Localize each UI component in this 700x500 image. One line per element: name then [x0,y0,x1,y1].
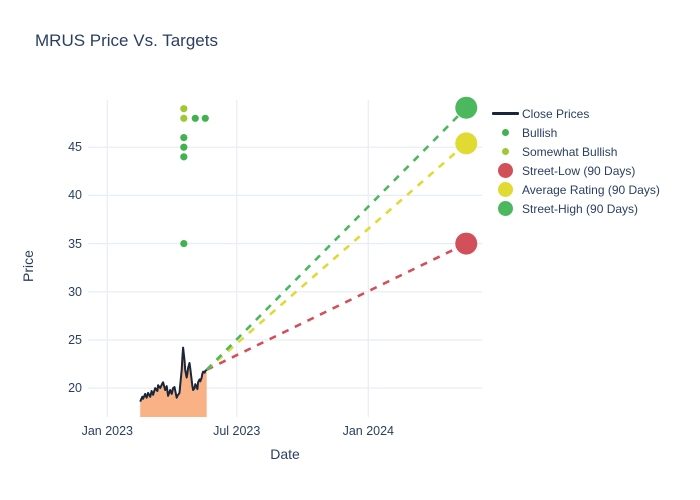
x-tick-1: Jul 2023 [213,424,261,438]
projection-line-street_high [205,106,468,371]
chart-title: MRUS Price Vs. Targets [35,31,218,50]
close-price-line [139,346,208,403]
legend-item-street-high[interactable]: Street-High (90 Days) [488,199,693,218]
y-tick-45: 45 [68,140,82,155]
somewhat_bullish-rating-dot[interactable] [180,105,188,113]
y-tick-40: 40 [68,188,82,203]
y-axis-title: Price [20,250,36,282]
legend-item-bullish[interactable]: Bullish [488,123,693,142]
y-tick-35: 35 [68,236,82,251]
close-prices-line-swatch [488,112,522,115]
bullish-rating-dot[interactable] [180,153,188,161]
legend-label: Street-High (90 Days) [522,201,639,216]
street-low-dot-icon [488,163,522,178]
average-rating-dot-icon [488,182,522,197]
x-tick-2: Jan 2024 [342,424,395,438]
somewhat_bullish-rating-dot[interactable] [180,114,188,122]
x-tick-0: Jan 2023 [81,424,134,438]
legend: Close Prices Bullish Somewhat Bullish St… [488,104,693,218]
legend-item-average-rating[interactable]: Average Rating (90 Days) [488,180,693,199]
target-marker-street_low[interactable] [455,232,478,255]
legend-item-close-prices[interactable]: Close Prices [488,104,693,123]
bullish-dot-icon [488,129,522,136]
bullish-rating-dot[interactable] [191,114,199,122]
bullish-rating-dot[interactable] [180,143,188,151]
legend-item-street-low[interactable]: Street-Low (90 Days) [488,161,693,180]
close-price-area [140,347,207,417]
bullish-rating-dot[interactable] [201,114,209,122]
bullish-rating-dot[interactable] [180,133,188,142]
bullish-rating-dot[interactable] [180,239,188,248]
legend-label: Street-Low (90 Days) [522,163,636,178]
legend-label: Bullish [522,125,558,140]
legend-item-somewhat-bullish[interactable]: Somewhat Bullish [488,142,693,161]
projection-line-street_low [206,242,467,371]
street-high-dot-icon [488,201,522,216]
projection-line-average_rating [205,142,468,371]
legend-label: Close Prices [522,106,590,121]
y-tick-20: 20 [68,381,82,396]
somewhat-bullish-dot-icon [488,148,522,155]
y-tick-30: 30 [68,284,82,299]
target-marker-street_high[interactable] [455,96,478,119]
legend-label: Average Rating (90 Days) [522,182,660,197]
legend-label: Somewhat Bullish [522,144,618,159]
y-tick-25: 25 [68,332,82,347]
x-axis-title: Date [270,446,300,462]
target-marker-average_rating[interactable] [455,132,478,155]
